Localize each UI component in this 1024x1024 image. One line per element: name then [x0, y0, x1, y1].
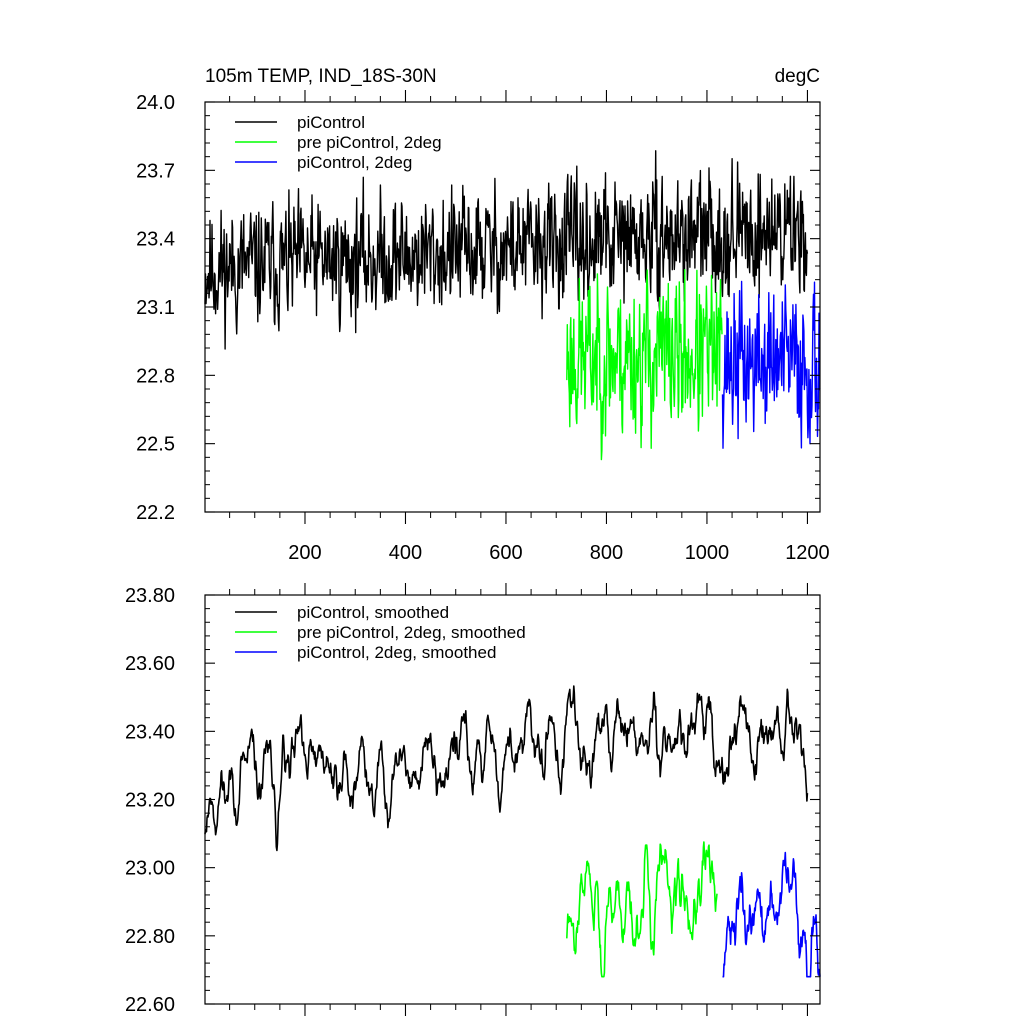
top-title-left: 105m TEMP, IND_18S-30N — [205, 66, 437, 87]
y-tick-label: 23.20 — [125, 790, 175, 812]
y-tick-label: 22.60 — [125, 994, 175, 1016]
y-tick-label: 22.8 — [136, 365, 175, 387]
legend-label: piControl — [297, 113, 365, 132]
series-line-1-2 — [722, 851, 821, 978]
y-tick-label: 22.2 — [136, 502, 175, 524]
legend-label: piControl, smoothed — [297, 603, 449, 622]
y-tick-label: 23.4 — [136, 229, 175, 251]
y-tick-label: 23.00 — [125, 858, 175, 880]
y-tick-label: 22.5 — [136, 434, 175, 456]
top-series-layer — [204, 150, 821, 461]
series-line-0-0 — [204, 150, 809, 350]
top-title-right: degC — [775, 66, 820, 87]
y-tick-label: 23.7 — [136, 160, 175, 182]
top-axis-layer: 22.2 22.5 22.8 23.1 23.4 23.7 24.0 200 400 600 800… — [136, 90, 830, 564]
series-line-1-1 — [566, 841, 718, 978]
y-tick-label: 23.40 — [125, 721, 175, 743]
bottom-panel: 22.60 22.80 23.00 23.20 23.40 23.60 23.80 piCo… — [125, 583, 821, 1016]
legend-label: pre piControl, 2deg, smoothed — [297, 623, 526, 642]
bottom-series-layer — [204, 685, 821, 978]
y-tick-label: 23.80 — [125, 585, 175, 607]
x-tick-label: 1000 — [685, 542, 730, 564]
x-tick-label: 800 — [590, 542, 623, 564]
y-tick-label: 23.60 — [125, 653, 175, 675]
y-tick-label: 22.80 — [125, 926, 175, 948]
x-tick-label: 1200 — [785, 542, 830, 564]
x-tick-label: 200 — [288, 542, 321, 564]
series-line-0-1 — [566, 269, 723, 461]
legend-label: piControl, 2deg — [297, 153, 412, 172]
y-tick-label: 24.0 — [136, 92, 175, 114]
x-tick-label: 600 — [489, 542, 522, 564]
bottom-axis-layer: 22.60 22.80 23.00 23.20 23.40 23.60 23.80 — [125, 583, 821, 1016]
legend-label: piControl, 2deg, smoothed — [297, 643, 496, 662]
series-line-0-2 — [721, 280, 821, 449]
series-line-1-0 — [204, 685, 809, 852]
y-tick-label: 23.1 — [136, 297, 175, 319]
legend-label: pre piControl, 2deg — [297, 133, 442, 152]
x-tick-label: 400 — [389, 542, 422, 564]
top-panel: 105m TEMP, IND_18S-30N degC 22.2 22.5 22.8… — [136, 66, 830, 564]
